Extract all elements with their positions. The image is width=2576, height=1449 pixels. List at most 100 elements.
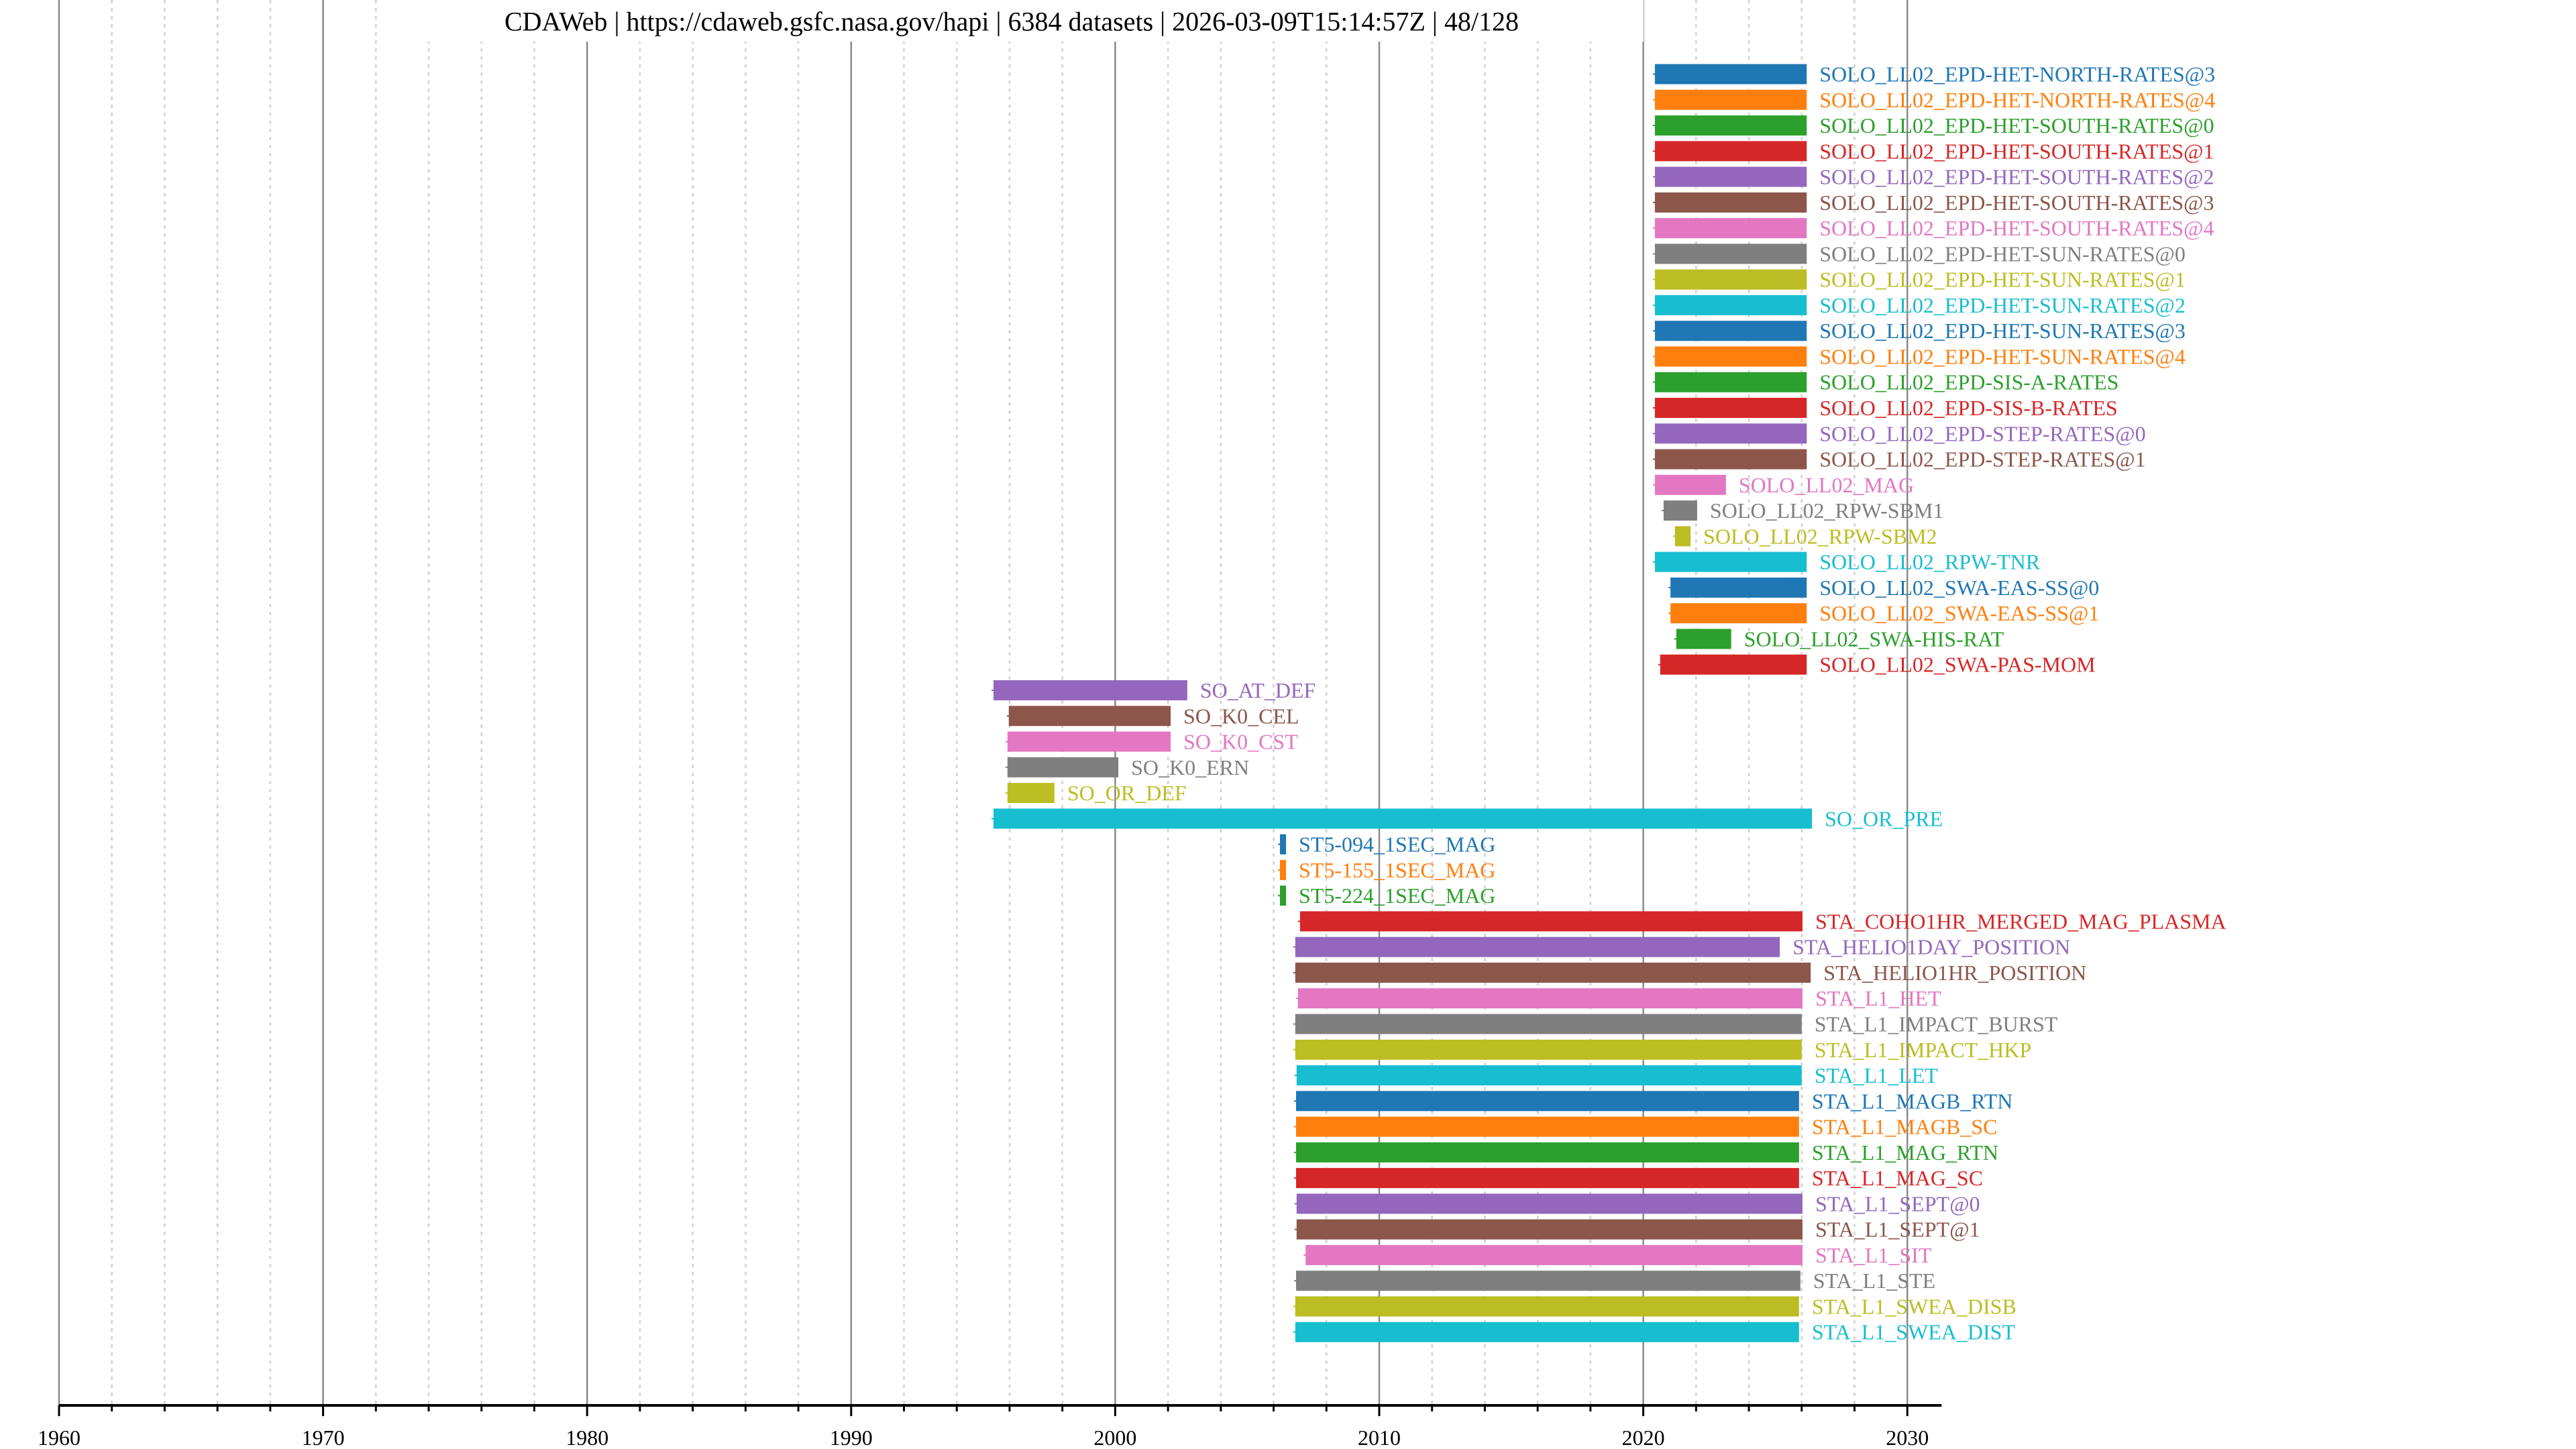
dataset-bar[interactable] — [1280, 834, 1287, 855]
dataset-bar[interactable] — [1654, 192, 1807, 213]
dataset-bar[interactable] — [1296, 1091, 1799, 1112]
x-tick-label: 1980 — [566, 1426, 608, 1449]
dataset-bar[interactable] — [1654, 372, 1807, 392]
dataset-label: SOLO_LL02_EPD-SIS-B-RATES — [1819, 396, 2117, 420]
dataset-bar[interactable] — [1296, 1116, 1799, 1137]
dataset-bar[interactable] — [1654, 423, 1807, 444]
dataset-label: SOLO_LL02_EPD-HET-SUN-RATES@3 — [1819, 319, 2186, 343]
dataset-row: STA_L1_HET — [1295, 986, 1941, 1010]
dataset-bar[interactable] — [1297, 988, 1803, 1009]
dataset-row: SO_K0_CEL — [1006, 704, 1299, 728]
x-tick-label: 2000 — [1093, 1426, 1136, 1449]
dataset-bar[interactable] — [1654, 474, 1726, 495]
x-tick-label: 2010 — [1358, 1426, 1401, 1449]
dataset-bar[interactable] — [1296, 1193, 1803, 1214]
dataset-bar[interactable] — [1007, 757, 1119, 777]
dataset-label: SOLO_LL02_EPD-STEP-RATES@1 — [1819, 447, 2145, 472]
dataset-bar[interactable] — [1670, 603, 1807, 624]
dataset-bar[interactable] — [1654, 166, 1807, 187]
dataset-label: SOLO_LL02_EPD-HET-SOUTH-RATES@0 — [1819, 113, 2214, 138]
dataset-bar[interactable] — [1663, 500, 1697, 521]
dataset-bar[interactable] — [1654, 141, 1807, 162]
dataset-row: SOLO_LL02_EPD-SIS-A-RATES — [1652, 370, 2118, 394]
title-background — [402, 0, 1644, 42]
dataset-bar[interactable] — [1299, 911, 1803, 932]
dataset-row: SOLO_LL02_MAG — [1652, 473, 1914, 497]
dataset-bar[interactable] — [993, 680, 1187, 700]
dataset-row: ST5-155_1SEC_MAG — [1278, 858, 1495, 882]
dataset-bar[interactable] — [1654, 218, 1807, 239]
dataset-bar[interactable] — [1660, 654, 1807, 675]
dataset-label: SOLO_LL02_RPW-SBM2 — [1703, 524, 1937, 548]
dataset-row: STA_L1_IMPACT_HKP — [1293, 1038, 2031, 1062]
dataset-label: SOLO_LL02_EPD-HET-SOUTH-RATES@1 — [1819, 139, 2214, 163]
dataset-bar[interactable] — [1654, 294, 1807, 315]
dataset-bar[interactable] — [1670, 577, 1807, 598]
dataset-bar[interactable] — [1654, 89, 1807, 110]
x-tick-label: 1960 — [38, 1426, 80, 1449]
dataset-bar[interactable] — [1296, 1142, 1799, 1163]
dataset-bar[interactable] — [1295, 1322, 1799, 1342]
dataset-bar[interactable] — [993, 808, 1813, 829]
dataset-label: SO_AT_DEF — [1200, 678, 1316, 702]
dataset-label: SO_OR_DEF — [1067, 781, 1187, 805]
dataset-row: SOLO_LL02_RPW-SBM1 — [1661, 498, 1943, 523]
dataset-label: STA_L1_SEPT@0 — [1815, 1191, 1980, 1216]
dataset-label: SOLO_LL02_EPD-HET-NORTH-RATES@3 — [1819, 62, 2215, 87]
dataset-row: STA_L1_STE — [1294, 1269, 1935, 1293]
dataset-bar[interactable] — [1295, 1039, 1802, 1060]
dataset-bar[interactable] — [1296, 1271, 1801, 1291]
dataset-label: SOLO_LL02_EPD-HET-SOUTH-RATES@4 — [1819, 216, 2214, 240]
dataset-label: SOLO_LL02_EPD-SIS-A-RATES — [1819, 370, 2118, 394]
dataset-row: SOLO_LL02_EPD-HET-SOUTH-RATES@3 — [1652, 191, 2214, 215]
dataset-row: SOLO_LL02_RPW-SBM2 — [1672, 524, 1937, 548]
dataset-bar[interactable] — [1295, 936, 1780, 957]
dataset-row: STA_L1_IMPACT_BURST — [1293, 1012, 2058, 1036]
dataset-bar[interactable] — [1654, 449, 1807, 470]
dataset-row: SOLO_LL02_EPD-HET-NORTH-RATES@4 — [1652, 88, 2215, 112]
dataset-label: SOLO_LL02_SWA-PAS-MOM — [1819, 653, 2095, 677]
dataset-label: STA_L1_LET — [1815, 1063, 1939, 1087]
dataset-bar[interactable] — [1295, 962, 1811, 983]
dataset-bar[interactable] — [1295, 1296, 1799, 1317]
dataset-bar[interactable] — [1007, 731, 1171, 752]
dataset-bar[interactable] — [1654, 269, 1807, 290]
dataset-label: ST5-155_1SEC_MAG — [1299, 858, 1495, 882]
dataset-bar[interactable] — [1295, 1014, 1802, 1034]
dataset-bar[interactable] — [1296, 1065, 1802, 1086]
dataset-row: SO_OR_PRE — [991, 806, 1943, 830]
dataset-bar[interactable] — [1296, 1219, 1803, 1240]
dataset-bar[interactable] — [1676, 629, 1731, 649]
dataset-label: SOLO_LL02_EPD-HET-NORTH-RATES@4 — [1819, 88, 2215, 112]
dataset-label: SOLO_LL02_EPD-HET-SUN-RATES@1 — [1819, 268, 2186, 292]
dataset-bar[interactable] — [1654, 398, 1807, 419]
dataset-label: ST5-224_1SEC_MAG — [1299, 883, 1495, 908]
dataset-row: STA_L1_MAG_SC — [1294, 1166, 1983, 1190]
dataset-bar[interactable] — [1305, 1244, 1803, 1265]
dataset-row: STA_L1_MAGB_RTN — [1294, 1089, 2012, 1113]
dataset-bar[interactable] — [1654, 551, 1807, 572]
dataset-bar[interactable] — [1654, 321, 1807, 341]
dataset-row: STA_HELIO1HR_POSITION — [1293, 961, 2086, 985]
dataset-row: STA_L1_SWEA_DISB — [1293, 1294, 2017, 1318]
dataset-bar[interactable] — [1008, 706, 1171, 727]
x-tick-label: 2020 — [1622, 1426, 1665, 1449]
dataset-label: SOLO_LL02_EPD-HET-SUN-RATES@4 — [1819, 344, 2186, 368]
dataset-label: SO_OR_PRE — [1825, 806, 1943, 830]
dataset-row: SOLO_LL02_EPD-HET-NORTH-RATES@3 — [1652, 62, 2215, 87]
dataset-bar[interactable] — [1654, 346, 1807, 367]
dataset-bar[interactable] — [1654, 244, 1807, 264]
dataset-row: STA_L1_SIT — [1303, 1243, 1932, 1267]
dataset-label: STA_COHO1HR_MERGED_MAG_PLASMA — [1815, 909, 2226, 933]
dataset-row: SOLO_LL02_EPD-HET-SOUTH-RATES@2 — [1652, 165, 2214, 189]
dataset-bar[interactable] — [1280, 859, 1287, 880]
dataset-bar[interactable] — [1654, 64, 1807, 85]
dataset-row: SOLO_LL02_EPD-STEP-RATES@0 — [1652, 421, 2146, 445]
dataset-bar[interactable] — [1280, 885, 1287, 906]
dataset-row: SOLO_LL02_EPD-HET-SUN-RATES@3 — [1652, 319, 2186, 343]
dataset-label: STA_L1_SEPT@1 — [1815, 1218, 1980, 1242]
dataset-bar[interactable] — [1674, 526, 1691, 547]
dataset-bar[interactable] — [1654, 115, 1807, 136]
dataset-bar[interactable] — [1007, 783, 1055, 804]
dataset-bar[interactable] — [1296, 1168, 1799, 1189]
